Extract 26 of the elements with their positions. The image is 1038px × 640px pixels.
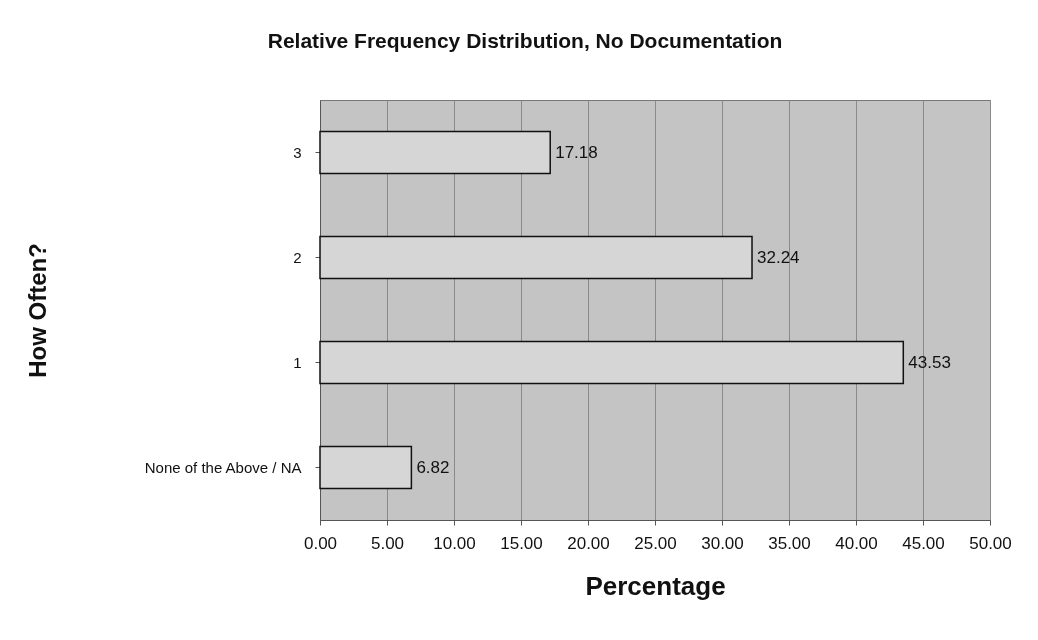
bar [319,445,413,490]
y-tick-label: 1 [293,353,302,371]
x-tick-label: 45.00 [902,533,945,553]
bar [319,130,551,175]
x-tick-label: 50.00 [969,533,1012,553]
bar [319,340,905,385]
y-tick-label: 3 [293,143,302,161]
x-tick-label: 0.00 [303,533,338,553]
x-axis-title: Percentage [585,570,726,601]
x-tick-label: 10.00 [433,533,476,553]
x-tick-label: 15.00 [500,533,543,553]
data-label: 17.18 [555,142,598,162]
y-tick-label: None of the Above / NA [144,458,302,476]
data-label: 43.53 [908,352,951,372]
data-label: 32.24 [757,247,800,267]
x-tick-label: 30.00 [701,533,744,553]
chart-title: Relative Frequency Distribution, No Documentation [267,29,783,52]
bar [319,235,753,280]
x-tick-label: 40.00 [835,533,878,553]
data-label: 6.82 [416,457,450,477]
y-tick-label: 2 [293,248,302,266]
x-tick-label: 20.00 [567,533,610,553]
x-tick-label: 5.00 [370,533,405,553]
y-axis-title: How Often? [23,243,51,378]
x-tick-label: 25.00 [634,533,677,553]
x-tick-label: 35.00 [768,533,811,553]
